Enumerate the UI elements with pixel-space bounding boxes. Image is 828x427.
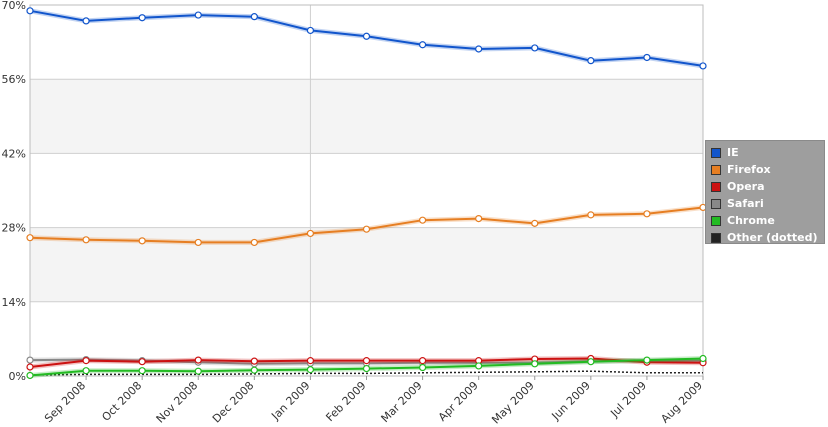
data-point[interactable]: [82, 17, 90, 25]
x-tick-label: Apr 2009: [436, 379, 481, 424]
data-point[interactable]: [194, 356, 202, 364]
data-point[interactable]: [26, 363, 34, 371]
series-firefox: [26, 203, 707, 247]
data-point[interactable]: [362, 364, 371, 373]
data-point[interactable]: [306, 26, 315, 35]
data-point[interactable]: [531, 360, 539, 368]
data-point[interactable]: [26, 7, 34, 15]
series-chrome: [26, 354, 707, 380]
legend-label: Safari: [727, 197, 764, 210]
data-point[interactable]: [306, 366, 315, 374]
legend-swatch: [711, 147, 721, 158]
chart-legend: IE Firefox Opera Safari Chrome Other (dotted): [705, 140, 825, 244]
legend-swatch: [711, 215, 721, 226]
legend-swatch: [711, 164, 721, 175]
data-point[interactable]: [587, 211, 595, 219]
data-point[interactable]: [138, 237, 146, 245]
legend-label: Chrome: [727, 214, 775, 227]
data-point[interactable]: [250, 357, 258, 365]
data-point[interactable]: [250, 366, 258, 374]
y-tick-label: 28%: [2, 222, 26, 235]
x-tick-label: Oct 2008: [99, 379, 144, 424]
x-tick-label: Aug 2009: [658, 379, 705, 426]
data-point[interactable]: [418, 216, 427, 224]
data-point[interactable]: [250, 238, 258, 247]
data-point[interactable]: [699, 354, 707, 363]
x-tick-label: Sep 2008: [42, 379, 88, 425]
data-point[interactable]: [699, 62, 707, 70]
data-point[interactable]: [418, 41, 427, 49]
legend-item[interactable]: Safari: [711, 195, 764, 212]
data-point[interactable]: [194, 367, 202, 375]
x-tick-label: Nov 2008: [154, 379, 201, 426]
series-line: [29, 370, 703, 376]
plot-band: [30, 79, 703, 154]
data-point[interactable]: [531, 44, 539, 52]
legend-label: Opera: [727, 180, 765, 193]
x-tick-label: Mar 2009: [379, 379, 425, 425]
data-point[interactable]: [643, 210, 651, 218]
x-tick-label: Jul 2009: [607, 379, 649, 421]
data-point[interactable]: [194, 11, 202, 19]
data-point[interactable]: [362, 32, 371, 40]
data-point[interactable]: [250, 13, 258, 21]
x-tick-label: Dec 2008: [210, 379, 257, 426]
legend-swatch: [711, 198, 721, 209]
series-ie: [26, 7, 707, 70]
data-point[interactable]: [643, 53, 651, 62]
data-point[interactable]: [418, 357, 427, 365]
y-tick-label: 56%: [2, 73, 26, 86]
data-point[interactable]: [362, 357, 371, 365]
legend-item[interactable]: Opera: [711, 178, 765, 195]
y-tick-label: 14%: [2, 296, 26, 309]
data-point[interactable]: [475, 214, 483, 223]
data-point[interactable]: [82, 367, 90, 375]
data-point[interactable]: [26, 371, 34, 380]
data-point[interactable]: [643, 356, 651, 364]
data-point[interactable]: [362, 225, 371, 233]
series-other-dotted: [29, 370, 703, 376]
legend-label: Firefox: [727, 163, 771, 176]
data-point[interactable]: [306, 229, 315, 238]
legend-swatch: [711, 181, 721, 192]
data-point[interactable]: [194, 238, 202, 247]
legend-swatch: [711, 232, 721, 243]
data-point[interactable]: [82, 357, 90, 365]
data-point[interactable]: [587, 358, 595, 366]
data-point[interactable]: [26, 356, 34, 364]
data-point[interactable]: [138, 367, 146, 375]
legend-item[interactable]: IE: [711, 144, 739, 161]
data-point[interactable]: [475, 45, 483, 53]
data-point[interactable]: [306, 357, 315, 365]
legend-label: Other (dotted): [727, 231, 818, 244]
data-point[interactable]: [531, 219, 539, 227]
y-tick-label: 42%: [2, 147, 26, 160]
legend-label: IE: [727, 146, 739, 159]
legend-item[interactable]: Chrome: [711, 212, 775, 229]
y-tick-label: 70%: [2, 0, 26, 12]
data-point[interactable]: [587, 57, 595, 65]
data-point[interactable]: [138, 14, 146, 22]
x-tick-label: Jan 2009: [268, 379, 312, 423]
data-point[interactable]: [82, 236, 90, 244]
data-point[interactable]: [475, 362, 483, 370]
data-point[interactable]: [418, 363, 427, 372]
data-point[interactable]: [138, 358, 146, 366]
x-tick-label: Jun 2009: [549, 379, 593, 423]
legend-item[interactable]: Other (dotted): [711, 229, 818, 246]
legend-item[interactable]: Firefox: [711, 161, 771, 178]
data-point[interactable]: [26, 234, 34, 242]
y-tick-label: 0%: [9, 370, 26, 383]
x-tick-label: Feb 2009: [323, 379, 368, 424]
x-tick-label: May 2009: [489, 379, 537, 427]
